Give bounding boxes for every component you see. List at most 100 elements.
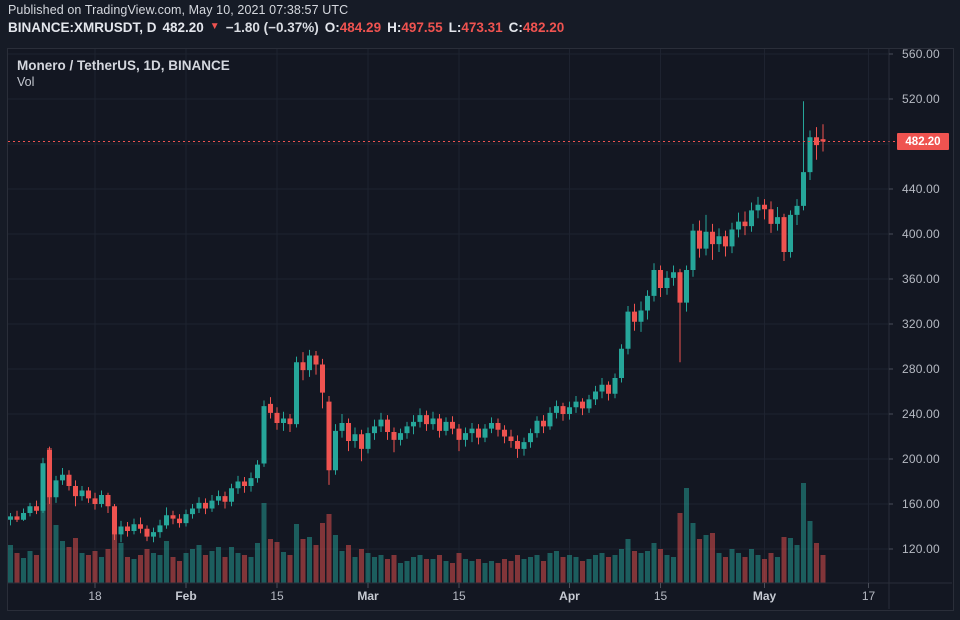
volume-bar bbox=[677, 513, 683, 583]
candle-body bbox=[151, 532, 156, 537]
volume-bar bbox=[417, 555, 423, 583]
volume-bar bbox=[586, 559, 592, 583]
volume-bar bbox=[333, 535, 338, 583]
volume-bar bbox=[573, 557, 579, 583]
candle-body bbox=[417, 415, 423, 422]
volume-bar bbox=[398, 563, 403, 583]
volume-bar bbox=[235, 553, 241, 583]
candle-body bbox=[768, 209, 774, 224]
candle-body bbox=[255, 464, 260, 479]
volume-bar bbox=[619, 549, 624, 583]
candle-body bbox=[742, 221, 748, 227]
candle-body bbox=[398, 433, 403, 440]
volume-bar bbox=[391, 555, 397, 583]
price-tick-label: 360.00 bbox=[902, 272, 940, 286]
volume-bar bbox=[684, 488, 689, 583]
volume-bar bbox=[229, 547, 234, 583]
volume-bar bbox=[131, 559, 137, 583]
candle-body bbox=[34, 506, 39, 511]
volume-indicator-label[interactable]: Vol bbox=[17, 75, 35, 89]
volume-bar bbox=[125, 557, 130, 583]
close-value: C:482.20 bbox=[508, 20, 565, 35]
volume-bar bbox=[138, 555, 143, 583]
candle-body bbox=[385, 419, 390, 432]
volume-bar bbox=[424, 559, 429, 583]
candle-body bbox=[463, 433, 468, 440]
volume-bar bbox=[365, 553, 371, 583]
candle-body bbox=[222, 496, 228, 502]
volume-bar bbox=[658, 549, 663, 583]
volume-bar bbox=[326, 514, 332, 583]
volume-bar bbox=[248, 557, 254, 583]
price-tick-label: 320.00 bbox=[902, 317, 940, 331]
volume-bar bbox=[320, 523, 325, 583]
candle-body bbox=[411, 421, 416, 427]
candle-body bbox=[274, 412, 280, 423]
volume-bar bbox=[528, 557, 533, 583]
candle-body bbox=[378, 419, 384, 427]
candle-body bbox=[697, 230, 702, 249]
candle-body bbox=[502, 429, 507, 437]
volume-bar bbox=[372, 557, 377, 583]
candle-body bbox=[671, 272, 676, 278]
candle-body bbox=[443, 421, 449, 431]
volume-bar bbox=[716, 553, 722, 583]
candle-body bbox=[573, 401, 579, 408]
candle-body bbox=[287, 418, 293, 425]
candle-body bbox=[625, 311, 631, 349]
volume-bar bbox=[86, 555, 91, 583]
candle-body bbox=[40, 463, 46, 511]
volume-bar bbox=[703, 535, 709, 583]
volume-bar bbox=[151, 553, 156, 583]
candle-body bbox=[92, 498, 98, 504]
candle-body bbox=[248, 478, 254, 486]
candle-body bbox=[801, 172, 806, 206]
candle-body bbox=[554, 406, 559, 413]
candle-body bbox=[242, 481, 247, 486]
price-change: −1.80 (−0.37%) bbox=[225, 20, 319, 35]
price-tick-label: 520.00 bbox=[902, 92, 940, 106]
candle-body bbox=[365, 433, 371, 449]
candle-body bbox=[495, 423, 501, 430]
candle-body bbox=[391, 432, 397, 440]
candle-body bbox=[606, 384, 611, 394]
volume-bar bbox=[385, 559, 390, 583]
candle-body bbox=[300, 362, 306, 371]
candle-body bbox=[352, 434, 358, 441]
volume-bar bbox=[105, 549, 111, 583]
volume-bar bbox=[456, 553, 462, 583]
candle-body bbox=[723, 236, 728, 247]
price-tick-label: 400.00 bbox=[902, 227, 940, 241]
volume-bar bbox=[450, 563, 455, 583]
price-tick-label: 160.00 bbox=[902, 497, 940, 511]
volume-bar bbox=[469, 561, 475, 583]
candle-body bbox=[339, 423, 345, 431]
snapshot-header: Published on TradingView.com, May 10, 20… bbox=[8, 3, 564, 35]
time-tick-label: 15 bbox=[270, 589, 284, 603]
candle-body bbox=[515, 441, 520, 449]
volume-bar bbox=[53, 525, 59, 583]
candle-body bbox=[261, 406, 267, 464]
candle-body bbox=[430, 418, 436, 425]
volume-bar bbox=[645, 551, 650, 583]
volume-bar bbox=[261, 503, 267, 583]
chart-title[interactable]: Monero / TetherUS, 1D, BINANCE bbox=[17, 58, 230, 73]
volume-bar bbox=[255, 543, 260, 583]
volume-bar bbox=[521, 559, 527, 583]
candle-body bbox=[755, 204, 761, 211]
candle-body bbox=[788, 214, 793, 252]
candle-body bbox=[593, 391, 598, 400]
volume-bar bbox=[775, 557, 780, 583]
candle-body bbox=[320, 364, 325, 393]
volume-bar bbox=[710, 533, 715, 583]
candle-body bbox=[612, 378, 618, 394]
candle-body bbox=[489, 423, 494, 429]
candle-body bbox=[619, 348, 624, 378]
volume-bar bbox=[534, 555, 540, 583]
volume-bar bbox=[27, 551, 33, 583]
volume-bar bbox=[294, 524, 299, 583]
candle-body bbox=[781, 217, 787, 252]
volume-bar bbox=[547, 553, 553, 583]
volume-bar bbox=[118, 543, 124, 583]
